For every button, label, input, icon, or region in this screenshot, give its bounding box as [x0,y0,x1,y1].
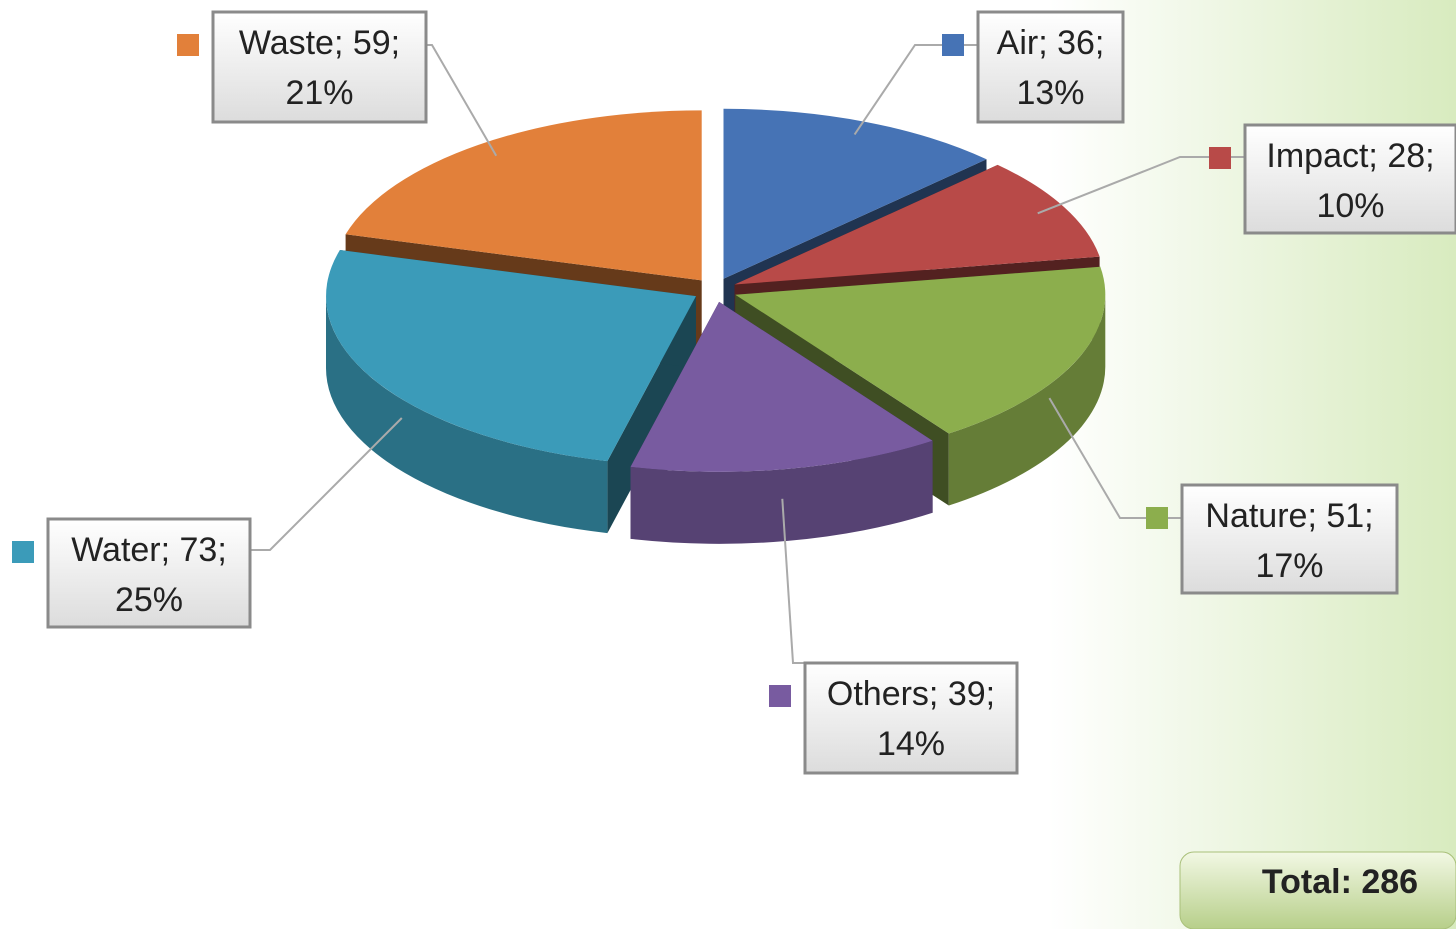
label-box [1180,483,1399,595]
total-box [1179,851,1456,929]
data-label: Others; 39; 14% [827,675,995,763]
data-label-line: Water; 73; [71,531,227,569]
slice-side [630,440,933,544]
data-label-line: 17% [1255,547,1323,585]
data-label-line: Waste; 59; [239,24,400,62]
legend-swatch [177,34,199,56]
slice [734,164,1100,285]
slice-side [948,294,1106,506]
data-label-line: 25% [115,581,183,619]
slice [345,110,702,281]
data-label: Impact; 28; 10% [1266,137,1434,225]
data-label: Nature; 51; 17% [1205,497,1373,585]
legend-swatch [769,685,791,707]
data-label: Air; 36; 13% [997,24,1105,112]
data-label-line: Nature; 51; [1205,497,1373,535]
data-label-line: 14% [877,725,945,763]
data-label: Waste; 59; 21% [239,24,400,112]
leader-line [426,44,498,157]
label-box [211,10,428,124]
slice [723,108,987,279]
leader-line [781,498,805,664]
legend-swatch [12,541,34,563]
label-box [46,517,252,629]
data-label-line: Others; 39; [827,675,995,713]
legend-swatch [942,34,964,56]
legend-swatch [1146,507,1168,529]
label-box [976,10,1125,124]
data-label-line: Impact; 28; [1266,137,1434,175]
slice [735,266,1106,434]
data-label-line: 13% [1016,74,1084,112]
data-label-line: 10% [1316,187,1384,225]
slice [630,301,933,472]
leader-line [250,417,403,551]
legend-swatch [1209,147,1231,169]
label-box [1243,123,1456,235]
data-label: Water; 73; 25% [71,531,227,619]
data-label-line: 21% [285,74,353,112]
data-label-line: Air; 36; [997,24,1105,62]
slice-side [326,296,608,534]
label-box [803,661,1019,775]
total-label: Total: 286 [1262,863,1418,901]
slice [326,250,696,462]
